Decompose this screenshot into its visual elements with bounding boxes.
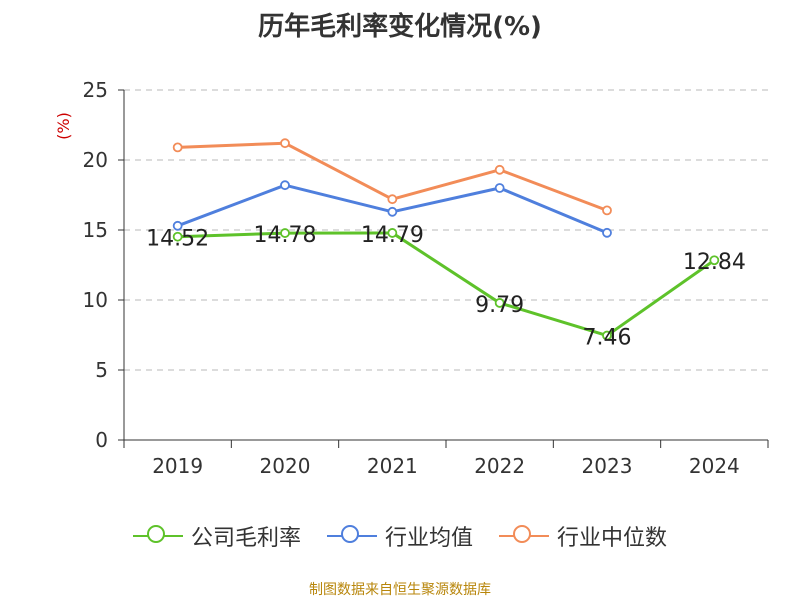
y-tick-label: 25 [83, 78, 108, 102]
y-tick-label: 0 [95, 428, 108, 452]
line-chart: 0 5 10 15 20 25 (%) 2019 2020 2021 2022 2023 2024 14.… [54, 78, 769, 478]
y-axis-label: (%) [54, 112, 73, 140]
legend-marker-company [132, 525, 183, 547]
y-tick-label: 15 [83, 218, 108, 242]
x-tick-label: 2023 [582, 454, 633, 478]
data-label: 14.78 [254, 223, 317, 248]
y-tick-label: 20 [83, 148, 108, 172]
data-point [280, 228, 290, 238]
x-tick-label: 2021 [367, 454, 418, 478]
data-point [494, 164, 505, 175]
legend-item-industry-median[interactable]: 行业中位数 [499, 520, 667, 552]
legend-label-industry-mean: 行业均值 [384, 526, 473, 551]
legend-marker-industry-median [499, 525, 549, 547]
data-point [602, 330, 612, 341]
data-point [602, 205, 612, 216]
legend-label-industry-median: 行业中位数 [557, 526, 668, 551]
data-point [602, 227, 612, 238]
data-label: 14.52 [146, 227, 209, 252]
data-point [172, 142, 183, 153]
x-tick-label: 2020 [260, 454, 311, 478]
data-label: 9.79 [475, 293, 524, 318]
data-point [280, 180, 290, 191]
legend-item-company[interactable]: 公司毛利率 [132, 520, 301, 552]
series-line [177, 231, 716, 338]
data-point [387, 206, 398, 217]
x-tick-label: 2024 [689, 454, 740, 478]
data-point [709, 255, 720, 266]
data-point [172, 231, 183, 242]
chart-title: 历年毛利率变化情况(%) [258, 12, 542, 42]
data-point [387, 228, 398, 238]
source-footer: 制图数据来自恒生聚源数据库 [309, 582, 491, 598]
legend: 公司毛利率 行业均值 行业中位数 [0, 520, 800, 552]
legend-item-industry-mean[interactable]: 行业均值 [326, 520, 473, 552]
data-label: 14.79 [361, 223, 424, 248]
x-tick-label: 2022 [474, 454, 525, 478]
data-label: 7.46 [583, 326, 632, 351]
data-point [494, 183, 505, 193]
x-tick-label: 2019 [152, 454, 203, 478]
data-point [280, 138, 290, 149]
data-point [387, 194, 398, 205]
legend-marker-industry-mean [326, 525, 377, 547]
data-label: 12.84 [683, 250, 746, 275]
y-tick-label: 5 [95, 358, 108, 382]
data-point [494, 298, 505, 308]
legend-label-company: 公司毛利率 [190, 526, 301, 551]
y-tick-label: 10 [83, 288, 108, 312]
data-point [172, 220, 183, 231]
